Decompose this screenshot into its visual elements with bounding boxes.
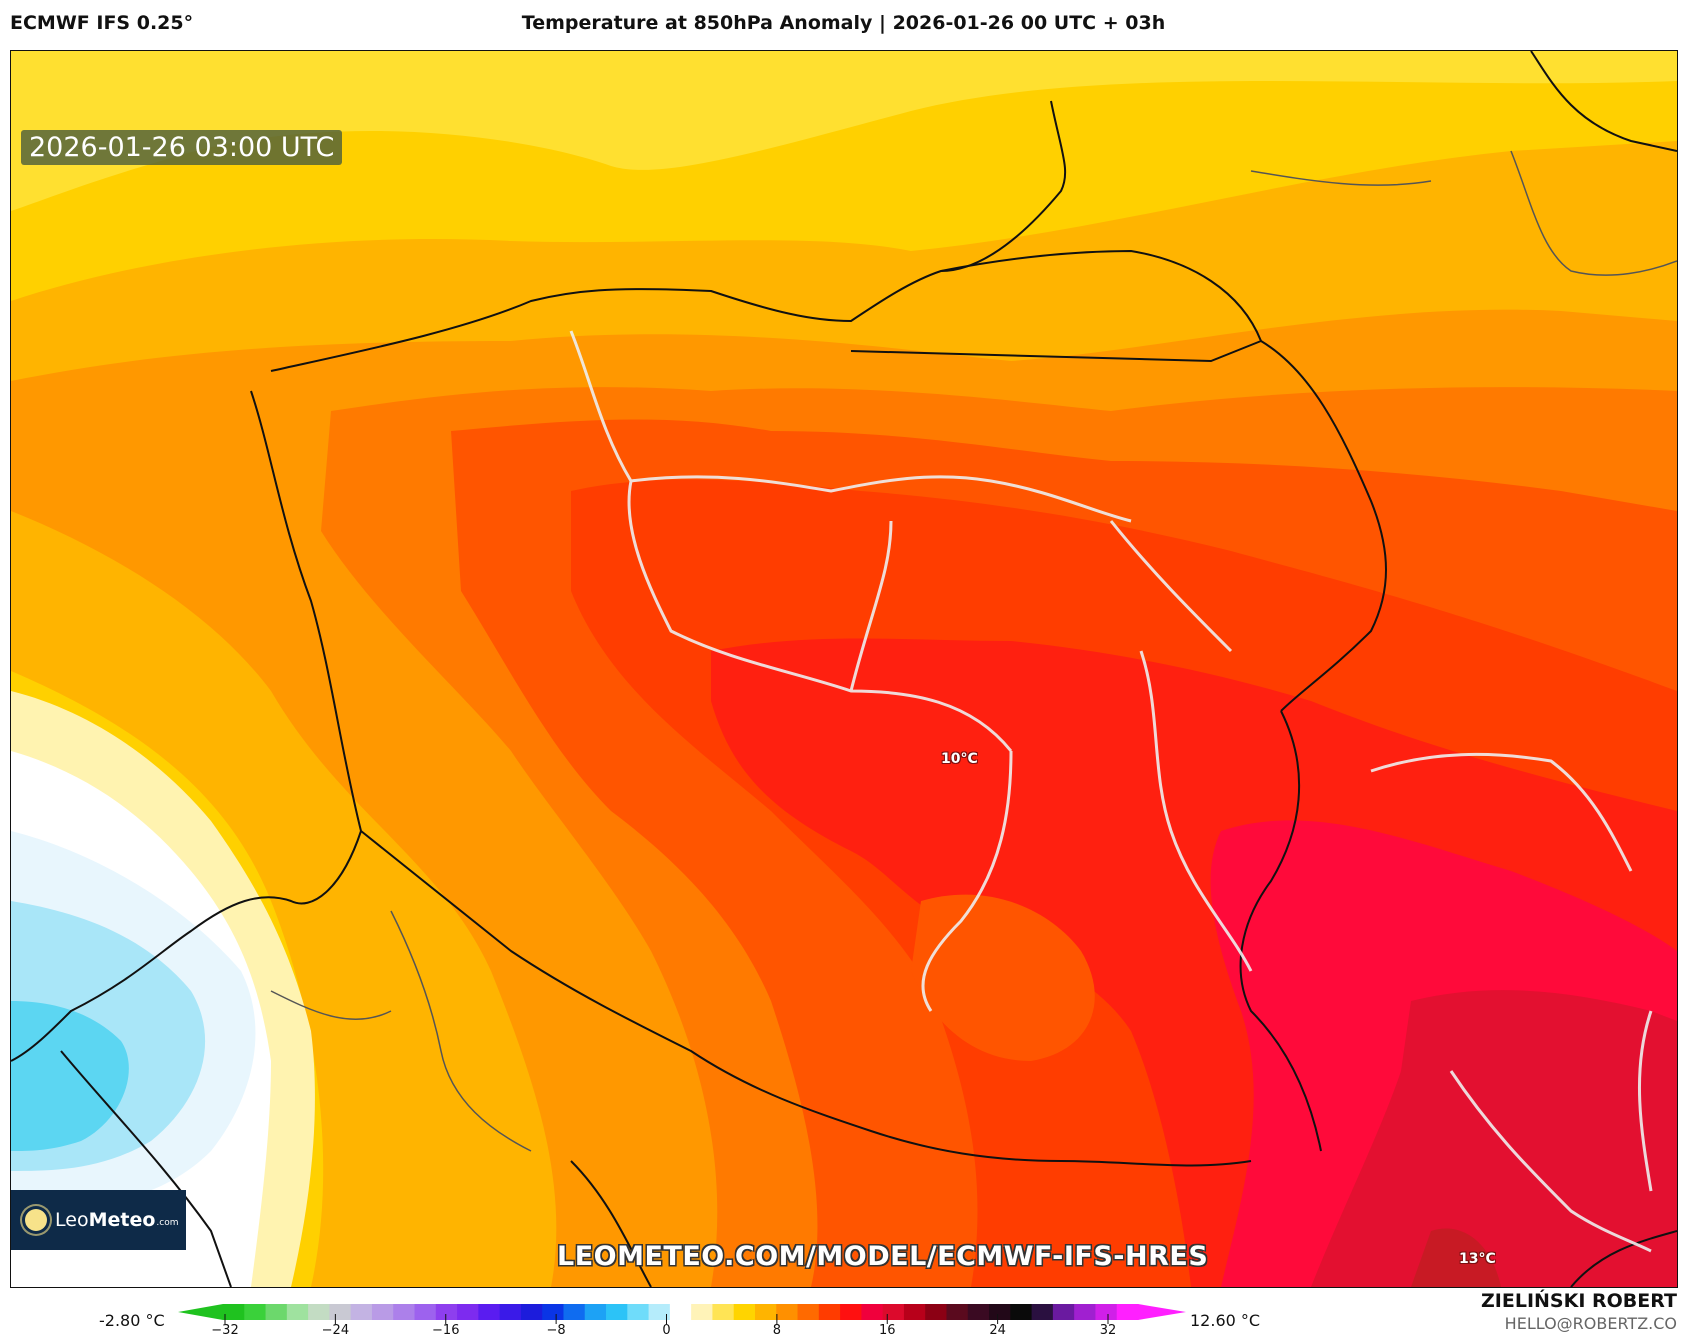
author-email[interactable]: HELLO@ROBERTZ.CO [1504, 1314, 1677, 1333]
watermark-url: LEOMETEO.COM/MODEL/ECMWF-IFS-HRES [557, 1241, 1209, 1272]
colorbar-tick-label: 32 [1099, 1323, 1117, 1338]
colorbar-tick-label: −16 [432, 1323, 460, 1338]
colorbar-tick-label: −24 [321, 1323, 350, 1338]
colorbar-tick-label: 24 [989, 1323, 1006, 1338]
contour-label: 10°C [941, 751, 978, 767]
author-name: ZIELIŃSKI ROBERT [1481, 1290, 1677, 1312]
map-panel[interactable]: 2026-01-26 03:00 UTC 10°C 13°C [10, 50, 1678, 1288]
colorbar-tick-label: 0 [662, 1323, 671, 1338]
logo-text-com: .com [156, 1218, 179, 1228]
colorbar-tick-label: 8 [772, 1323, 782, 1338]
temperature-anomaly-field [11, 51, 1677, 1287]
contour-label: 13°C [1459, 1251, 1496, 1267]
colorbar-min-value: -2.80 °C [99, 1311, 165, 1330]
logo-text-meteo: Meteo [88, 1209, 156, 1231]
valid-time-badge: 2026-01-26 03:00 UTC [21, 130, 343, 165]
colorbar-max-value: 12.60 °C [1190, 1311, 1261, 1330]
sun-icon [25, 1209, 47, 1231]
colorbar-tick-label: 16 [878, 1323, 896, 1338]
leometeo-logo[interactable]: Leo Meteo .com [11, 1190, 186, 1250]
colorbar-tick-label: −32 [211, 1323, 239, 1338]
chart-title: Temperature at 850hPa Anomaly | 2026-01-… [521, 12, 1166, 34]
model-name: ECMWF IFS 0.25° [10, 12, 194, 34]
colorbar-tick-label: −8 [546, 1323, 566, 1338]
colorbar [178, 1304, 1186, 1324]
logo-text-leo: Leo [55, 1209, 89, 1231]
